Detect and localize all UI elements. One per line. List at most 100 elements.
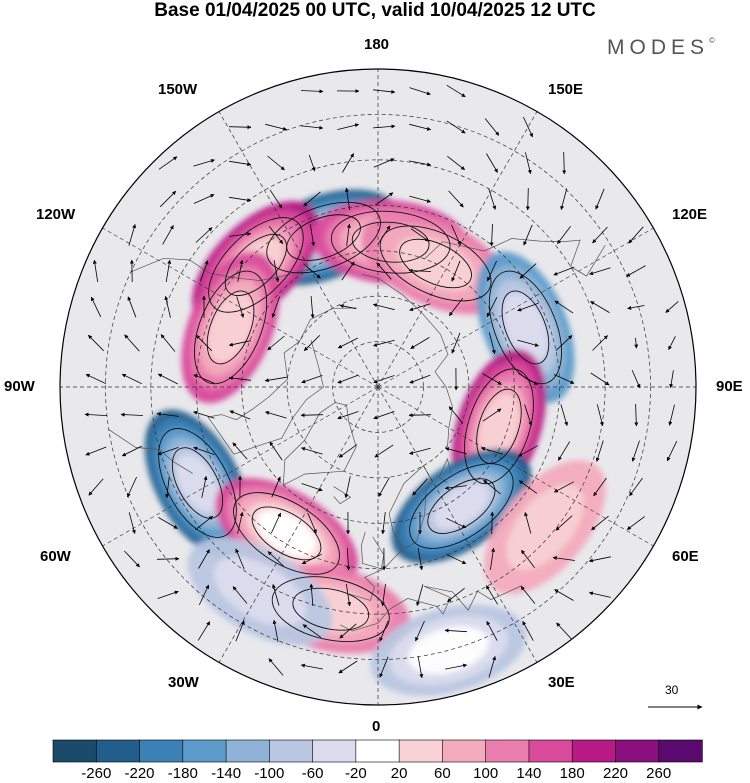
wind-vector — [272, 584, 280, 606]
wind-vector — [338, 660, 358, 674]
wind-vector — [157, 590, 179, 599]
wind-vector — [444, 485, 467, 490]
colorbar-tick-label: -180 — [167, 765, 198, 782]
wind-vector — [523, 116, 533, 138]
wind-vector — [127, 476, 137, 498]
colorbar-tick-label: 20 — [390, 765, 408, 782]
lon-label-60w: 60W — [40, 548, 71, 565]
streamline — [224, 233, 287, 296]
wind-vector — [627, 305, 645, 310]
meridian-line — [102, 386, 379, 547]
wind-vector — [447, 155, 466, 171]
wind-vector — [520, 586, 536, 604]
wind-vector — [555, 335, 573, 351]
wind-vector — [409, 374, 431, 384]
wind-vector — [301, 375, 323, 384]
meridian-line — [377, 227, 654, 388]
lon-label-90e: 90E — [716, 378, 743, 395]
wind-vector — [666, 440, 678, 462]
wind-vector — [229, 196, 252, 203]
wind-vector — [372, 303, 395, 311]
wind-vector — [165, 476, 170, 499]
wind-vector — [269, 189, 283, 209]
colorbar-swatch — [398, 739, 444, 763]
wind-vector — [272, 619, 279, 642]
wind-vector — [412, 478, 428, 496]
streamline — [266, 201, 381, 274]
wind-vector — [482, 408, 502, 422]
wind-vector — [198, 549, 210, 569]
wind-vector — [415, 620, 425, 642]
wind-vector — [553, 374, 575, 384]
wind-vector — [307, 512, 317, 534]
wind-vector — [264, 376, 287, 383]
wind-vector — [490, 547, 496, 570]
colorbar-tick-labels: -260 -220 -180 -140 -100 -60 -20 20 60 100 140 180 2… — [0, 765, 750, 783]
wind-vector — [337, 337, 358, 349]
wind-vector — [554, 589, 574, 601]
wind-vector — [631, 440, 640, 462]
wind-vector — [416, 584, 424, 606]
wind-vector — [373, 375, 395, 384]
wind-vector — [451, 260, 461, 282]
streamline — [464, 368, 534, 485]
coastline — [333, 486, 352, 505]
wind-vector — [267, 335, 285, 351]
wind-vector — [629, 477, 643, 497]
colorbar-swatch — [485, 739, 530, 763]
wind-vector — [195, 227, 213, 243]
wind-vector — [592, 335, 608, 351]
map-disc — [60, 69, 696, 705]
wind-vector — [193, 374, 215, 384]
wind-vector — [235, 548, 245, 570]
wind-vector — [626, 516, 646, 530]
wind-vector — [339, 304, 357, 310]
wind-vector — [595, 440, 604, 462]
coastline — [362, 274, 453, 446]
wind-vector — [346, 547, 351, 571]
wind-vector — [303, 191, 321, 207]
wind-vector — [267, 155, 285, 171]
wind-vector — [339, 623, 357, 639]
wind-vector — [634, 337, 639, 349]
wind-vector — [489, 223, 494, 247]
coastline — [438, 457, 452, 483]
colorbar-swatch — [615, 739, 660, 763]
wind-vector — [631, 369, 641, 389]
colorbar-swatch — [269, 739, 314, 763]
wind-vector — [487, 260, 497, 282]
wind-vector — [156, 556, 180, 561]
wind-vector — [372, 124, 396, 129]
streamline — [501, 290, 550, 365]
wind-vector — [488, 656, 497, 678]
wind-vector — [525, 152, 532, 175]
wind-vector — [300, 413, 324, 418]
latitude-circle — [105, 114, 651, 660]
wind-vector — [157, 373, 178, 385]
wind-vector — [448, 190, 464, 208]
wind-vector — [309, 583, 314, 607]
wind-vector — [378, 477, 390, 497]
brand-mark: © — [709, 36, 715, 45]
wind-vector — [232, 586, 248, 604]
wind-vector — [235, 620, 245, 642]
coastline — [348, 548, 404, 601]
wind-vector — [560, 188, 568, 210]
streamline — [409, 463, 514, 549]
brand-logo: MODES© — [607, 36, 715, 60]
wind-vector — [446, 84, 466, 98]
wind-vector — [517, 339, 539, 347]
wind-vector — [552, 556, 575, 561]
wind-vector — [557, 441, 571, 461]
wind-vector — [301, 483, 323, 492]
wind-vector — [628, 226, 644, 244]
streamline — [351, 221, 430, 263]
lon-label-30e: 30E — [548, 674, 575, 691]
meridian-line — [377, 386, 538, 663]
streamline — [476, 388, 522, 464]
colorbar-swatch — [528, 739, 573, 763]
wind-vector — [228, 340, 251, 347]
latitude-circle — [195, 204, 561, 570]
wind-vector — [517, 302, 539, 312]
wind-vector — [88, 334, 104, 352]
